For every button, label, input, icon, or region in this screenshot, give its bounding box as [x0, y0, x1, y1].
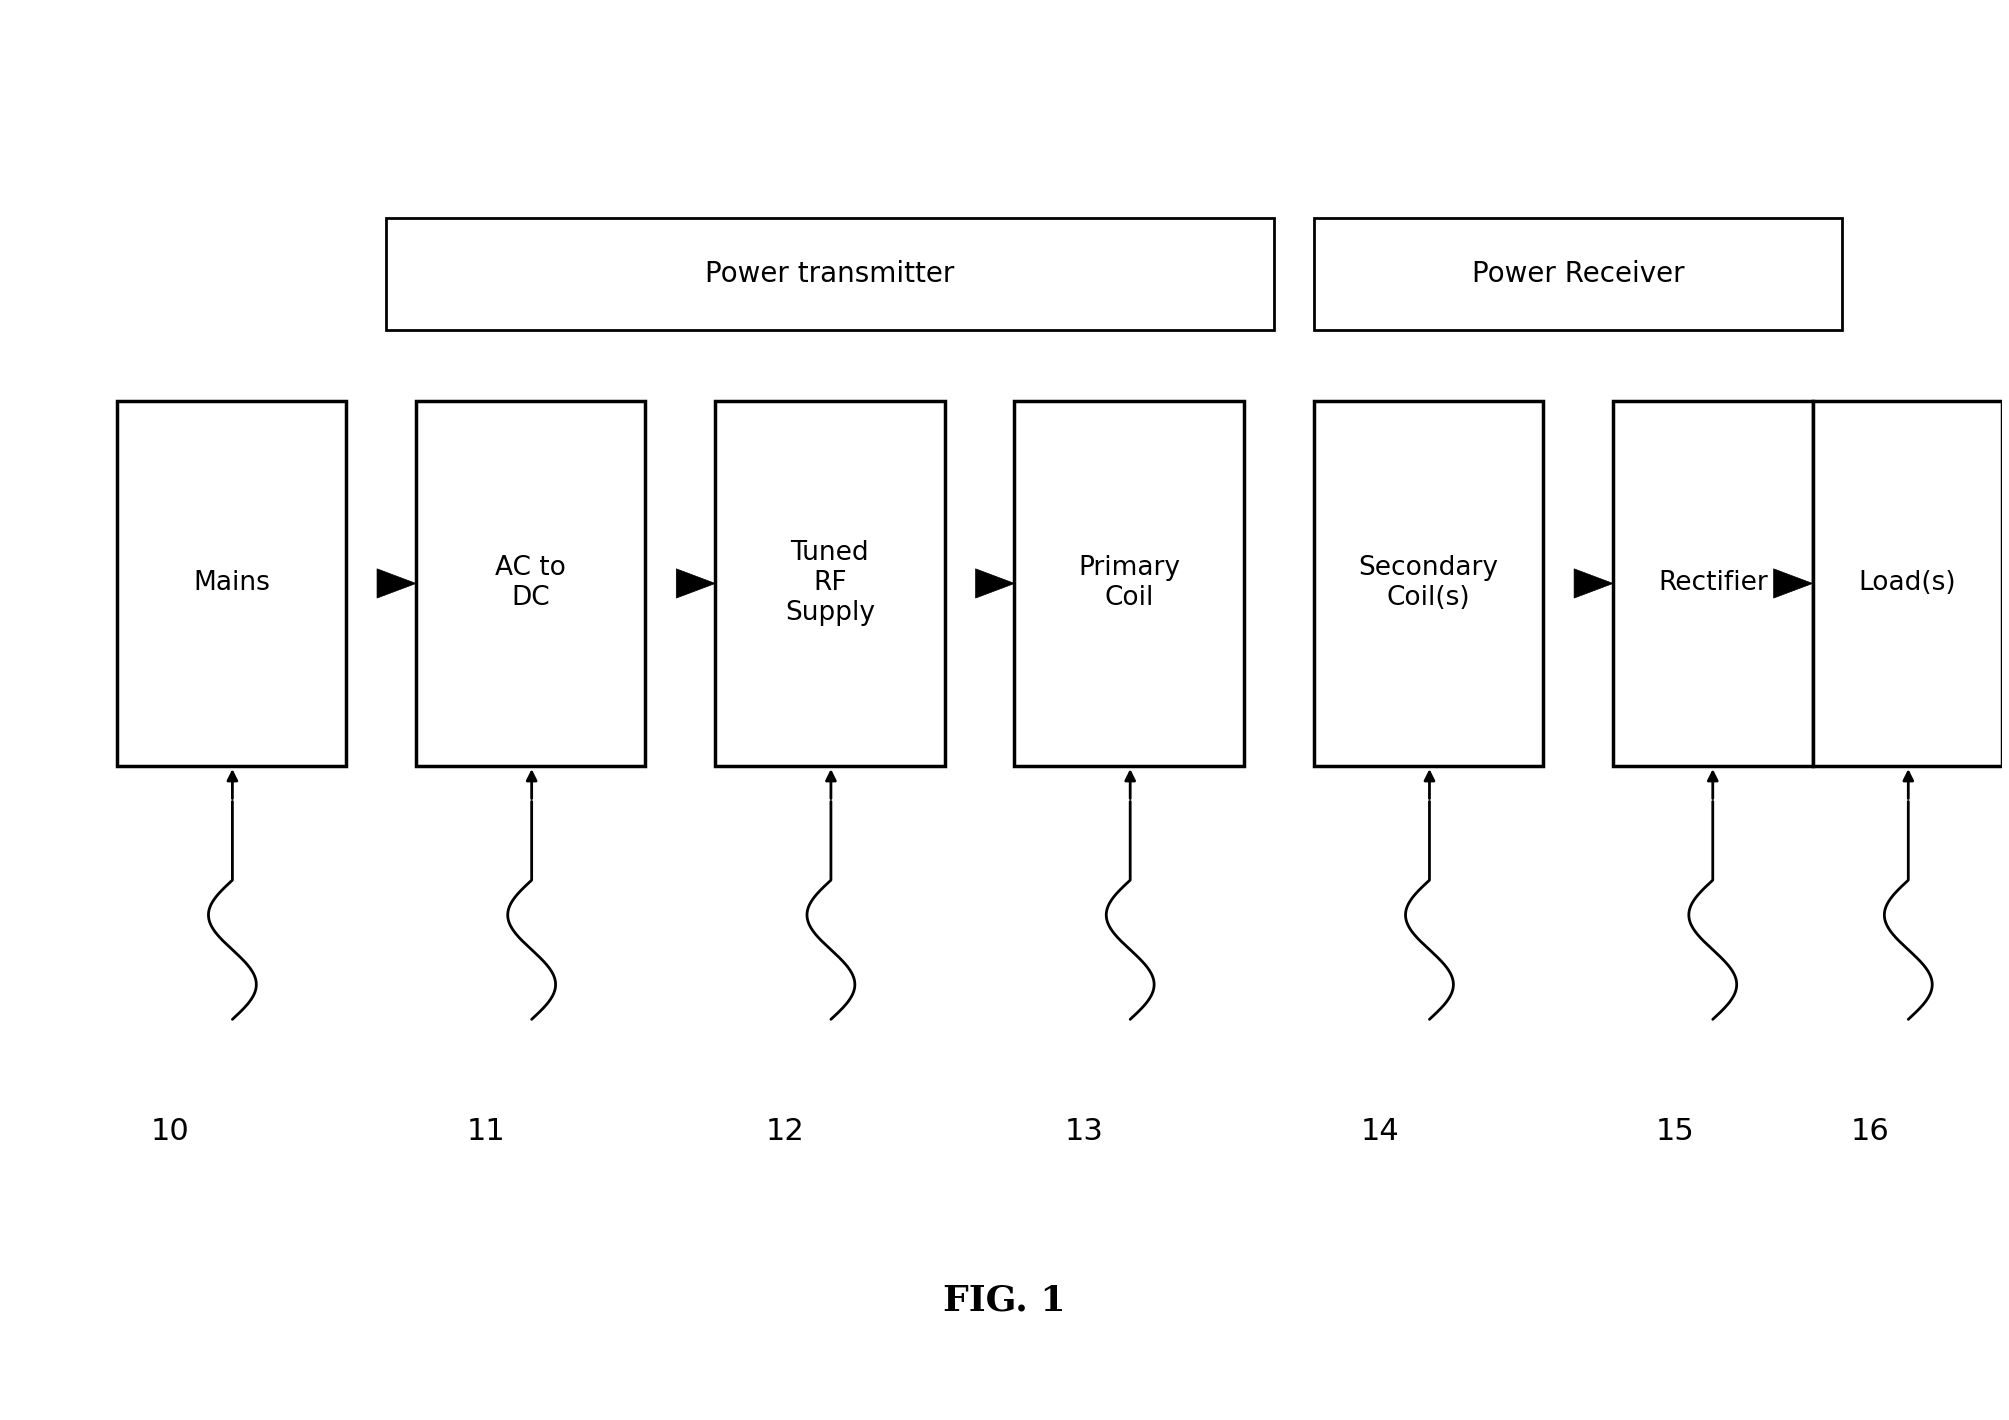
- Text: Load(s): Load(s): [1858, 571, 1957, 596]
- Text: Secondary
Coil(s): Secondary Coil(s): [1358, 555, 1499, 612]
- Polygon shape: [976, 569, 1015, 598]
- Bar: [416, 400, 645, 767]
- Text: Rectifier: Rectifier: [1657, 571, 1768, 596]
- Text: Primary
Coil: Primary Coil: [1079, 555, 1179, 612]
- Text: 13: 13: [1065, 1118, 1103, 1146]
- Polygon shape: [1575, 569, 1613, 598]
- Bar: [1314, 217, 1842, 331]
- Text: Mains: Mains: [193, 571, 269, 596]
- Text: 14: 14: [1360, 1118, 1398, 1146]
- Bar: [386, 217, 1274, 331]
- Bar: [1015, 400, 1244, 767]
- Text: Tuned
RF
Supply: Tuned RF Supply: [786, 541, 876, 626]
- Bar: [1812, 400, 2003, 767]
- Polygon shape: [677, 569, 715, 598]
- Text: FIG. 1: FIG. 1: [942, 1284, 1067, 1318]
- Text: 12: 12: [765, 1118, 804, 1146]
- Text: Power transmitter: Power transmitter: [705, 260, 954, 288]
- Bar: [1314, 400, 1543, 767]
- Polygon shape: [378, 569, 416, 598]
- Text: 15: 15: [1655, 1118, 1694, 1146]
- Text: 10: 10: [151, 1118, 191, 1146]
- Bar: [1613, 400, 1812, 767]
- Text: Power Receiver: Power Receiver: [1473, 260, 1684, 288]
- Text: 16: 16: [1850, 1118, 1890, 1146]
- Polygon shape: [1774, 569, 1812, 598]
- Text: 11: 11: [466, 1118, 504, 1146]
- Bar: [715, 400, 944, 767]
- Bar: [117, 400, 346, 767]
- Text: AC to
DC: AC to DC: [496, 555, 567, 612]
